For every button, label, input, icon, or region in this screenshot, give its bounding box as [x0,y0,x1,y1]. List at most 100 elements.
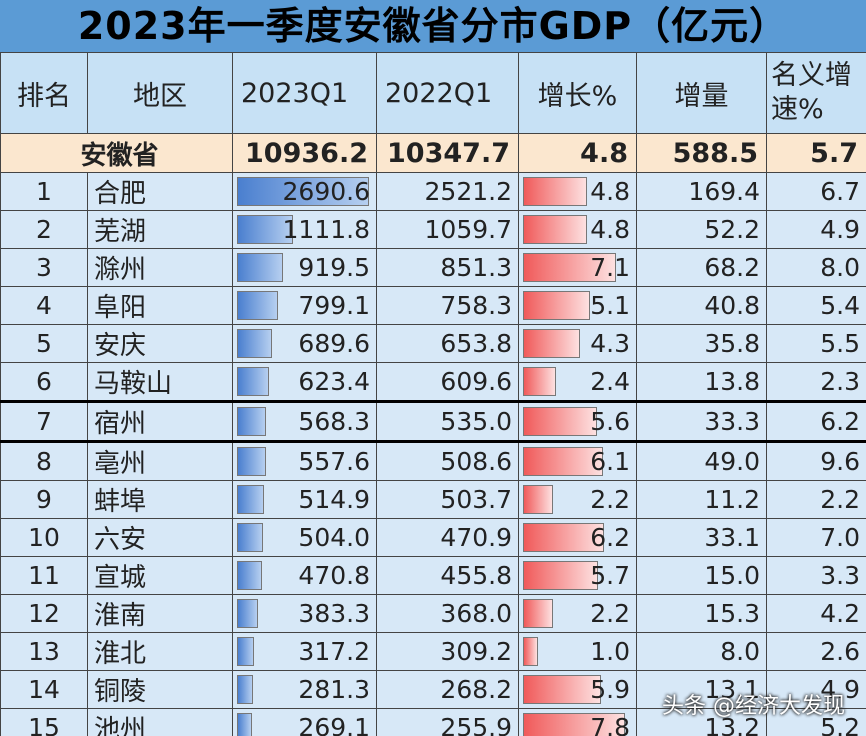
gdp-2023q1-cell: 919.5 [232,248,377,287]
growth-bar [523,407,597,436]
nominal-growth-cell: 4.2 [766,594,866,633]
gdp-2023q1-cell: 1111.8 [232,210,377,249]
rank-cell: 7 [0,400,88,442]
rank-cell: 2 [0,210,88,249]
growth-bar [523,253,617,282]
increment-cell: 13.8 [636,362,767,402]
nominal-growth-cell: 2.3 [766,362,866,402]
rank-cell: 3 [0,248,88,287]
growth-bar [523,523,605,552]
nominal-growth-cell: 5.4 [766,286,866,325]
growth-cell: 4.8 [518,172,637,211]
gdp-2023q1-value: 281.3 [298,675,370,704]
gdp-2023q1-value: 557.6 [298,447,370,476]
gdp-bar [237,675,253,704]
gdp-2023q1-cell: 568.3 [232,400,377,442]
gdp-bar [237,253,284,282]
region-cell: 淮南 [87,594,233,633]
increment-cell: 8.0 [636,632,767,671]
header-growth: 增长% [518,52,637,134]
province-2023q1: 10936.2 [232,133,377,173]
region-cell: 安庆 [87,324,233,363]
gdp-2023q1-value: 689.6 [298,329,370,358]
nominal-growth-cell: 2.6 [766,632,866,671]
growth-value: 4.8 [590,215,630,244]
gdp-bar [237,215,293,244]
header-rank: 排名 [0,52,88,134]
growth-bar [523,367,556,396]
gdp-2022q1-cell: 653.8 [376,324,519,363]
gdp-2023q1-value: 568.3 [298,407,370,436]
table-row: 10 六安 504.0 470.9 6.2 33.1 7.0 [0,518,866,557]
header-2023q1: 2023Q1 [232,52,377,134]
table-row: 2 芜湖 1111.8 1059.7 4.8 52.2 4.9 [0,210,866,249]
table-row: 6 马鞍山 623.4 609.6 2.4 13.8 2.3 [0,362,866,402]
province-nominal-growth: 5.7 [766,133,866,173]
growth-cell: 2.2 [518,594,637,633]
table-row: 13 淮北 317.2 309.2 1.0 8.0 2.6 [0,632,866,671]
gdp-table: 排名 地区 2023Q1 2022Q1 增长% 增量 名义增速% 安徽省 109… [0,52,866,736]
gdp-2022q1-cell: 535.0 [376,400,519,442]
gdp-2022q1-cell: 851.3 [376,248,519,287]
rank-cell: 13 [0,632,88,671]
rank-cell: 9 [0,480,88,519]
nominal-growth-cell: 4.9 [766,210,866,249]
watermark: 头条 @经济大发现 [662,694,845,719]
region-cell: 六安 [87,518,233,557]
rank-cell: 15 [0,708,88,736]
growth-cell: 6.2 [518,518,637,557]
region-cell: 亳州 [87,440,233,481]
gdp-bar [237,367,270,396]
region-cell: 池州 [87,708,233,736]
gdp-2023q1-value: 317.2 [298,637,370,666]
rank-cell: 11 [0,556,88,595]
table-row: 15 池州 269.1 255.9 7.8 13.2 5.2 [0,708,866,736]
rank-cell: 8 [0,440,88,481]
gdp-2022q1-cell: 1059.7 [376,210,519,249]
gdp-2022q1-cell: 503.7 [376,480,519,519]
gdp-2022q1-cell: 268.2 [376,670,519,709]
growth-cell: 5.1 [518,286,637,325]
growth-value: 2.2 [590,599,630,628]
gdp-2022q1-cell: 255.9 [376,708,519,736]
increment-cell: 13.1 [636,670,767,709]
growth-cell: 4.3 [518,324,637,363]
gdp-bar [237,485,264,514]
table-row: 7 宿州 568.3 535.0 5.6 33.3 6.2 [0,400,866,442]
region-cell: 合肥 [87,172,233,211]
header-increment: 增量 [636,52,767,134]
growth-value: 2.4 [590,367,630,396]
growth-bar [523,485,554,514]
gdp-bar [237,329,273,358]
growth-value: 6.1 [590,447,630,476]
growth-cell: 5.7 [518,556,637,595]
rank-cell: 4 [0,286,88,325]
growth-bar [523,713,625,736]
growth-cell: 2.2 [518,480,637,519]
region-cell: 淮北 [87,632,233,671]
growth-bar [523,215,587,244]
gdp-bar [237,713,252,736]
header-region: 地区 [87,52,233,134]
gdp-2023q1-cell: 557.6 [232,440,377,481]
rank-cell: 6 [0,362,88,402]
growth-value: 7.1 [590,253,630,282]
region-cell: 阜阳 [87,286,233,325]
gdp-2023q1-value: 504.0 [298,523,370,552]
table-row: 8 亳州 557.6 508.6 6.1 49.0 9.6 [0,440,866,481]
rank-cell: 14 [0,670,88,709]
gdp-2023q1-value: 2690.6 [282,177,370,206]
table-row: 9 蚌埠 514.9 503.7 2.2 11.2 2.2 [0,480,866,519]
region-cell: 宿州 [87,400,233,442]
gdp-2023q1-value: 623.4 [298,367,370,396]
header-nominal-growth: 名义增速% [766,52,866,134]
growth-value: 5.1 [590,291,630,320]
region-cell: 铜陵 [87,670,233,709]
header-2022q1: 2022Q1 [376,52,519,134]
table-row: 5 安庆 689.6 653.8 4.3 35.8 5.5 [0,324,866,363]
gdp-2022q1-cell: 2521.2 [376,172,519,211]
table-row: 1 合肥 2690.6 2521.2 4.8 169.4 6.7 [0,172,866,211]
gdp-2023q1-value: 383.3 [298,599,370,628]
gdp-2022q1-cell: 455.8 [376,556,519,595]
increment-cell: 33.1 [636,518,767,557]
